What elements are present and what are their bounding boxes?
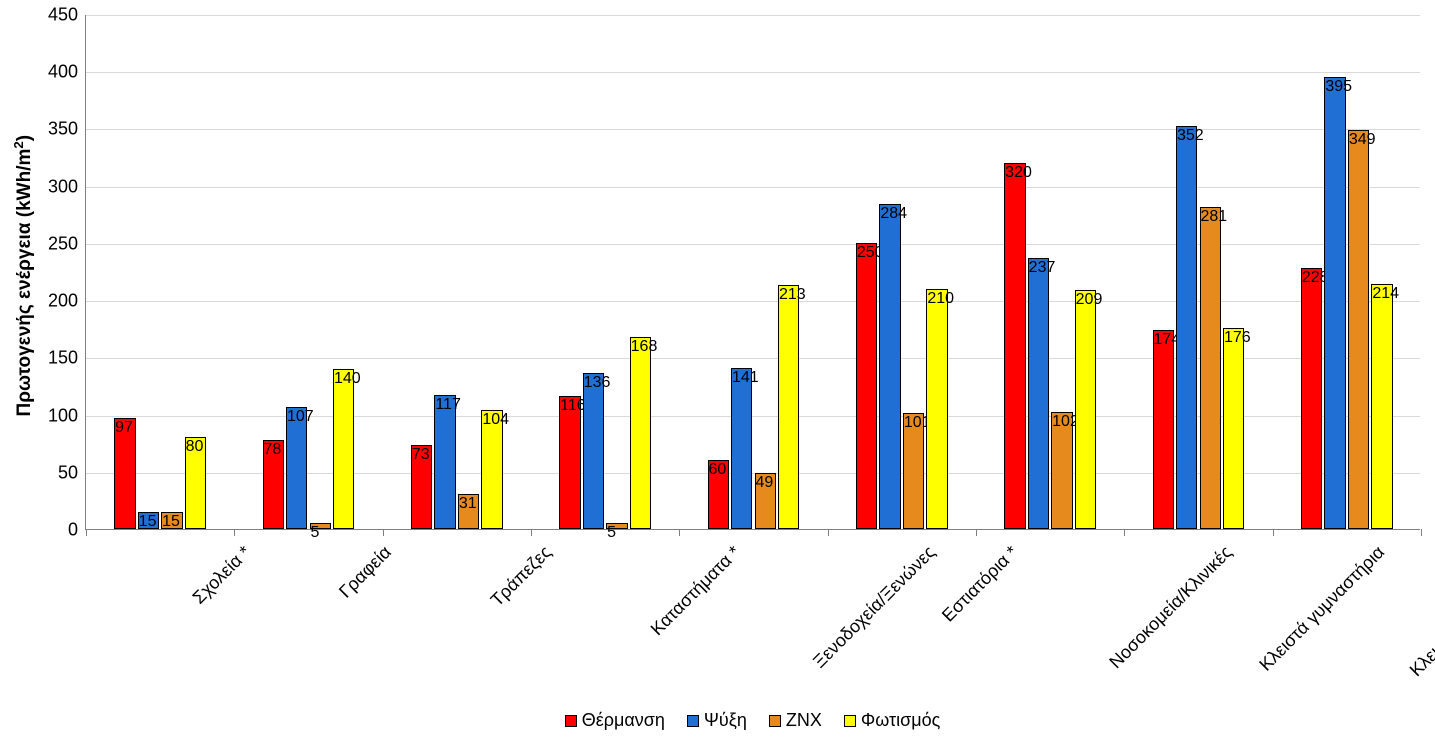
x-tick-label: Τράπεζες <box>486 539 558 611</box>
legend: Θέρμανση Ψύξη ΖΝΧ Φωτισμός <box>85 710 1420 731</box>
x-tick-label: Νοσοκομεία/Κλινικές <box>1105 539 1239 673</box>
x-tick-label: Κλειστά κολυμβητήρια <box>1405 539 1435 681</box>
legend-swatch-dhw <box>769 715 781 727</box>
y-tick-label: 150 <box>48 348 86 369</box>
bar-lighting: 209 <box>1075 290 1096 529</box>
bar-dhw: 281 <box>1200 207 1221 529</box>
bar-lighting: 176 <box>1223 328 1244 529</box>
bar-lighting: 213 <box>778 285 799 529</box>
x-tick-label: Εστιατόρια * <box>938 539 1025 626</box>
bar-cooling: 237 <box>1028 258 1049 529</box>
y-axis-title: Πρωτογενής ενέργεια (kWh/m2) <box>10 18 35 533</box>
bar-lighting: 104 <box>481 410 502 529</box>
bar-dhw: 49 <box>755 473 776 529</box>
gridline <box>86 15 1420 16</box>
y-tick-label: 50 <box>58 462 86 483</box>
bar-heating: 60 <box>708 460 729 529</box>
x-tick <box>679 529 680 536</box>
x-tick-label: Κλειστά γυμναστήρια <box>1255 539 1391 675</box>
bar-heating: 250 <box>856 243 877 529</box>
bar-dhw: 5 <box>606 523 627 529</box>
bar-lighting: 168 <box>630 337 651 529</box>
x-tick <box>383 529 384 536</box>
bar-heating: 78 <box>263 440 284 529</box>
bar-heating: 320 <box>1004 163 1025 529</box>
bar-dhw: 102 <box>1051 412 1072 529</box>
bar-lighting: 214 <box>1371 284 1392 529</box>
legend-label: Ψύξη <box>704 710 747 731</box>
bar-cooling: 141 <box>731 368 752 529</box>
x-tick <box>1273 529 1274 536</box>
gridline <box>86 129 1420 130</box>
y-tick-label: 250 <box>48 233 86 254</box>
y-tick-label: 0 <box>68 520 86 541</box>
bar-heating: 174 <box>1153 330 1174 529</box>
bar-lighting: 140 <box>333 369 354 529</box>
legend-swatch-lighting <box>844 715 856 727</box>
legend-swatch-cooling <box>687 715 699 727</box>
bar-lighting: 210 <box>926 289 947 529</box>
bar-cooling: 395 <box>1324 77 1345 529</box>
legend-swatch-heating <box>565 715 577 727</box>
bar-cooling: 136 <box>583 373 604 529</box>
y-tick-label: 200 <box>48 291 86 312</box>
bar-heating: 73 <box>411 445 432 529</box>
y-tick-label: 300 <box>48 176 86 197</box>
legend-label: ΖΝΧ <box>786 710 822 731</box>
x-tick <box>1124 529 1125 536</box>
bar-cooling: 284 <box>879 204 900 529</box>
y-tick-label: 450 <box>48 5 86 26</box>
legend-label: Θέρμανση <box>582 710 665 731</box>
x-tick <box>828 529 829 536</box>
bar-dhw: 5 <box>310 523 331 529</box>
x-tick <box>234 529 235 536</box>
bar-cooling: 107 <box>286 407 307 529</box>
y-tick-label: 100 <box>48 405 86 426</box>
bar-heating: 228 <box>1301 268 1322 529</box>
legend-label: Φωτισμός <box>861 710 940 731</box>
bar-cooling: 117 <box>434 395 455 529</box>
y-tick-label: 400 <box>48 62 86 83</box>
gridline <box>86 187 1420 188</box>
legend-item-cooling: Ψύξη <box>687 710 747 731</box>
bar-dhw: 349 <box>1348 130 1369 529</box>
x-tick-label: Σχολεία * <box>189 539 258 608</box>
bar-cooling: 15 <box>138 512 159 529</box>
bar-dhw: 101 <box>903 413 924 529</box>
x-tick <box>1421 529 1422 536</box>
chart-container: Πρωτογενής ενέργεια (kWh/m2) 0 50 100 150 20… <box>0 0 1435 753</box>
bar-lighting: 80 <box>185 437 206 529</box>
x-tick-label: Γραφεία <box>335 539 398 602</box>
x-tick-label: Καταστήματα * <box>647 539 748 640</box>
legend-item-dhw: ΖΝΧ <box>769 710 822 731</box>
plot-area: 05010015020025030035040045097151580Σχολε… <box>85 15 1420 530</box>
x-tick-label: Ξενοδοχεία/Ξενώνες <box>809 539 942 672</box>
x-tick <box>976 529 977 536</box>
gridline <box>86 72 1420 73</box>
bar-dhw: 31 <box>458 494 479 529</box>
bar-heating: 116 <box>559 396 580 529</box>
bar-cooling: 352 <box>1176 126 1197 529</box>
bar-heating: 97 <box>114 418 135 529</box>
legend-item-heating: Θέρμανση <box>565 710 665 731</box>
y-tick-label: 350 <box>48 119 86 140</box>
legend-item-lighting: Φωτισμός <box>844 710 940 731</box>
x-tick <box>531 529 532 536</box>
x-tick <box>86 529 87 536</box>
bar-dhw: 15 <box>161 512 182 529</box>
